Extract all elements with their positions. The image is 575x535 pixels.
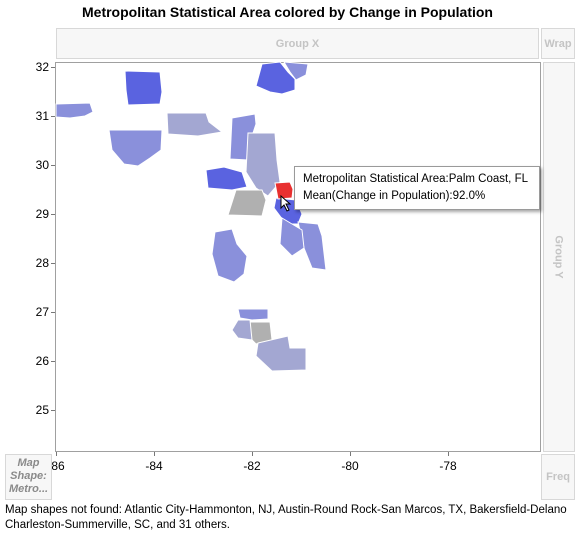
tooltip-change-value: 92.0% bbox=[452, 190, 486, 202]
y-tick-mark bbox=[51, 263, 55, 264]
y-tick-mark bbox=[51, 361, 55, 362]
map-frame[interactable] bbox=[55, 62, 541, 452]
group-x-drop-zone[interactable]: Group X bbox=[56, 28, 539, 59]
msa-shape-sebring[interactable] bbox=[231, 319, 253, 341]
y-tick-mark bbox=[51, 214, 55, 215]
tooltip-change-label: Mean(Change in Population): bbox=[303, 190, 453, 202]
msa-shape-lake-city[interactable] bbox=[205, 166, 248, 191]
y-tick-label: 32 bbox=[35, 60, 49, 74]
msa-shape-palm-coast[interactable] bbox=[274, 181, 294, 200]
x-tick-mark bbox=[252, 452, 253, 456]
msa-shape-tallahassee[interactable] bbox=[166, 112, 224, 137]
footnote-line-1: Map shapes not found: Atlantic City-Hamm… bbox=[5, 504, 567, 516]
mouse-cursor-icon bbox=[280, 194, 292, 212]
map-shape-label-line: Shape: bbox=[10, 470, 47, 482]
y-tick-label: 29 bbox=[35, 207, 49, 221]
msa-shape-orlando[interactable] bbox=[279, 217, 305, 257]
group-x-label: Group X bbox=[275, 37, 320, 50]
missing-shapes-note: Map shapes not found: Atlantic City-Hamm… bbox=[5, 503, 575, 533]
wrap-label: Wrap bbox=[544, 37, 572, 50]
group-y-drop-zone[interactable]: Group Y bbox=[543, 62, 575, 452]
msa-shape-punta-gorda[interactable] bbox=[237, 308, 269, 321]
msa-shape-tampa[interactable] bbox=[211, 228, 248, 283]
y-tick-mark bbox=[51, 312, 55, 313]
msa-shape-pensacola[interactable] bbox=[55, 102, 94, 119]
msa-shape-ocala[interactable] bbox=[245, 132, 281, 197]
msa-shape-the-villages[interactable] bbox=[227, 189, 267, 217]
x-tick-mark bbox=[448, 452, 449, 456]
y-tick-label: 25 bbox=[35, 403, 49, 417]
tooltip-line-area: Metropolitan Statistical Area:Palm Coast… bbox=[303, 171, 531, 188]
tooltip-area-value: Palm Coast, FL bbox=[448, 173, 528, 185]
msa-shape-naples[interactable] bbox=[255, 335, 307, 372]
chart-title: Metropolitan Statistical Area colored by… bbox=[82, 4, 493, 20]
y-tick-label: 27 bbox=[35, 305, 49, 319]
freq-label: Freq bbox=[546, 471, 570, 483]
x-tick-label: -82 bbox=[243, 459, 261, 473]
msa-shape-jacksonville[interactable] bbox=[255, 61, 296, 95]
y-tick-label: 30 bbox=[35, 158, 49, 172]
tooltip-line-change: Mean(Change in Population):92.0% bbox=[303, 188, 531, 205]
y-tick-mark bbox=[51, 67, 55, 68]
y-tick-label: 26 bbox=[35, 354, 49, 368]
y-tick-mark bbox=[51, 165, 55, 166]
y-tick-mark bbox=[51, 116, 55, 117]
x-tick-label: -80 bbox=[341, 459, 359, 473]
map-shape-label-line: Map bbox=[17, 457, 40, 469]
tooltip-area-label: Metropolitan Statistical Area: bbox=[303, 173, 449, 185]
y-tick-label: 28 bbox=[35, 256, 49, 270]
hover-tooltip: Metropolitan Statistical Area:Palm Coast… bbox=[294, 166, 540, 210]
msa-shape-crestview[interactable] bbox=[124, 70, 163, 106]
x-tick-label: -78 bbox=[439, 459, 457, 473]
x-tick-label: -84 bbox=[145, 459, 163, 473]
y-tick-label: 31 bbox=[35, 109, 49, 123]
msa-shape-panama-city[interactable] bbox=[108, 129, 163, 167]
x-tick-mark bbox=[154, 452, 155, 456]
x-tick-mark bbox=[56, 452, 57, 456]
map-shape-drop-zone[interactable]: Map Shape: Metro... bbox=[5, 454, 52, 500]
y-tick-mark bbox=[51, 410, 55, 411]
msa-shape-brunswick[interactable] bbox=[283, 61, 309, 81]
footnote-line-2: Charleston-Summerville, SC, and 31 other… bbox=[5, 519, 230, 531]
x-tick-mark bbox=[350, 452, 351, 456]
map-shape-label-line: Metro... bbox=[8, 483, 49, 495]
